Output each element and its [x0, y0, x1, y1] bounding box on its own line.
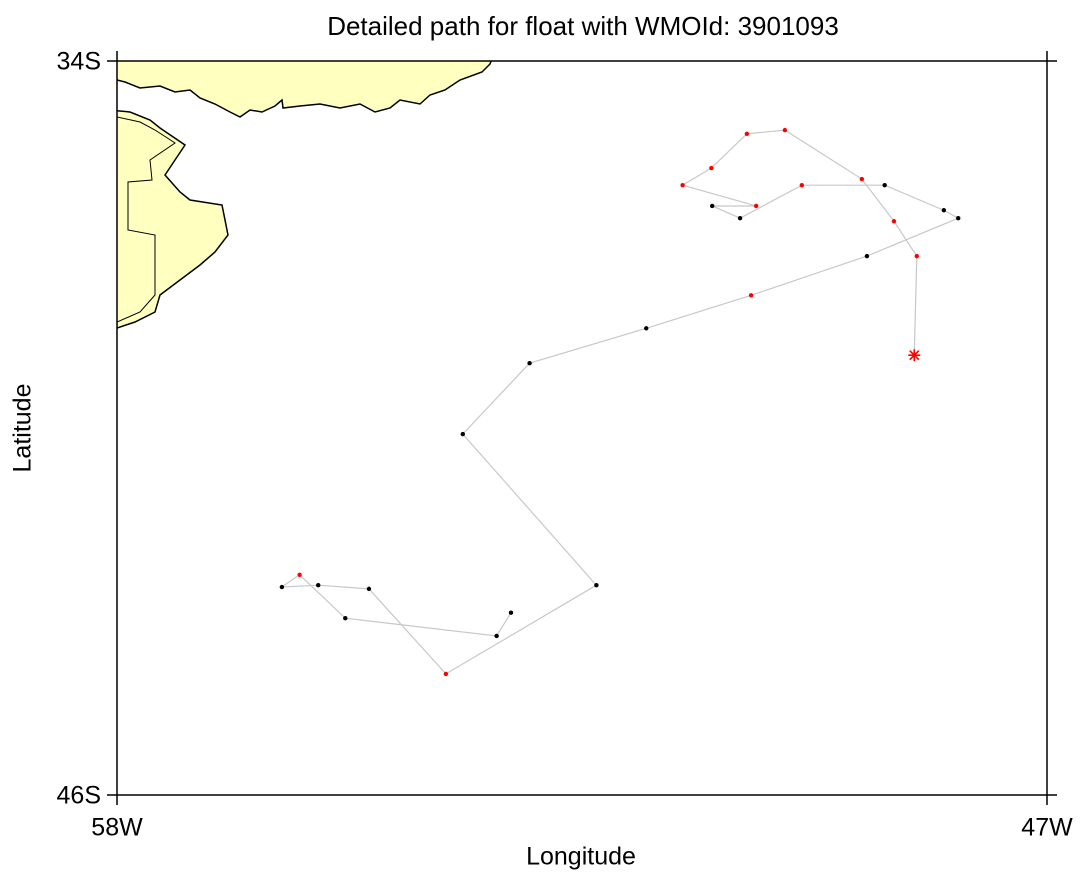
land-north: [117, 61, 492, 118]
position-point: [494, 633, 499, 639]
position-point: [644, 326, 649, 331]
position-point: [343, 616, 348, 621]
y-tick-label: 34S: [57, 48, 101, 76]
track-line: [279, 129, 960, 675]
position-point: [709, 165, 714, 171]
chart-title: Detailed path for float with WMOId: 3901…: [327, 11, 839, 41]
position-point: [782, 127, 788, 133]
position-point: [859, 176, 865, 182]
y-axis-title: Latitude: [9, 384, 37, 473]
position-point: [744, 131, 750, 136]
x-tick-label: 47W: [1021, 814, 1073, 842]
position-point: [297, 572, 302, 577]
y-tick-label: 46S: [57, 782, 101, 810]
position-point: [594, 582, 599, 588]
position-point: [891, 219, 897, 224]
plot-frame: [116, 60, 1048, 796]
start-marker: [909, 350, 920, 361]
position-point: [527, 360, 532, 366]
position-point: [680, 182, 685, 188]
position-point: [316, 582, 321, 588]
land: [117, 61, 492, 329]
position-point: [279, 584, 285, 590]
position-point: [443, 671, 449, 677]
x-tick-label: 58W: [91, 814, 143, 842]
position-point: [366, 586, 372, 592]
x-axis-title: Longitude: [526, 843, 636, 871]
position-point: [748, 293, 754, 298]
position-point: [864, 253, 870, 259]
position-point: [914, 253, 919, 259]
position-point: [508, 610, 514, 615]
position-point: [710, 203, 715, 209]
position-point: [737, 215, 743, 221]
land-west: [117, 109, 229, 329]
position-point: [941, 208, 947, 213]
position-point: [882, 182, 887, 188]
position-point: [799, 182, 805, 188]
position-point: [460, 431, 465, 437]
position-point: [956, 215, 961, 221]
position-point: [753, 203, 759, 209]
land-inner: [117, 116, 176, 323]
